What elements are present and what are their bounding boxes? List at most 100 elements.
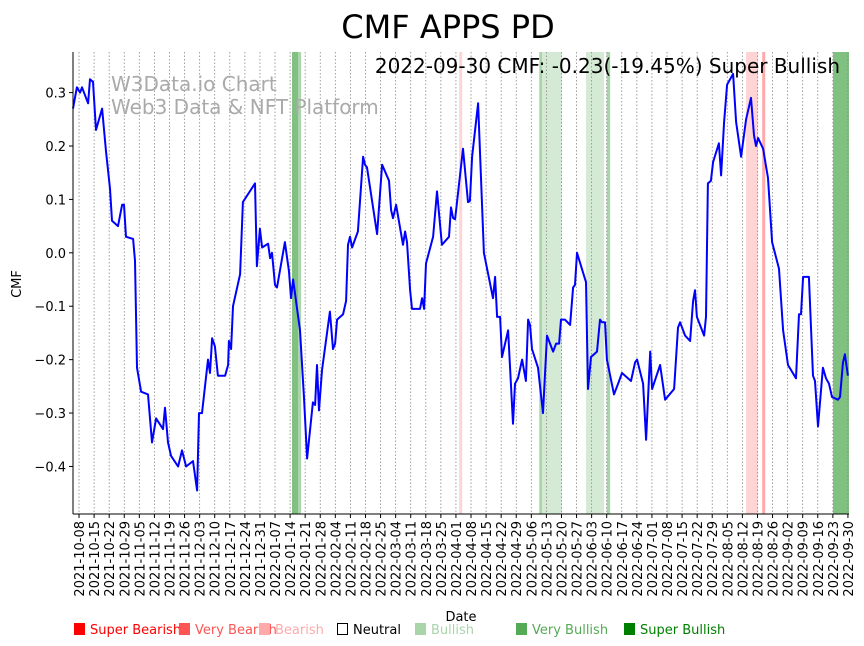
- x-tick-label: 2022-05-06: [525, 521, 540, 597]
- x-tick-label: 2021-12-31: [254, 521, 269, 597]
- legend-label: Bearish: [275, 623, 324, 638]
- legend-label: Super Bearish: [90, 623, 181, 638]
- x-tick-label: 2022-06-03: [586, 521, 601, 597]
- legend-item-bearish: Bearish: [259, 623, 324, 638]
- x-axis-label: Date: [445, 610, 476, 625]
- signal-band-bullish: [542, 52, 562, 514]
- y-tick-label: 0.0: [45, 247, 66, 262]
- x-tick-label: 2022-08-26: [767, 521, 782, 597]
- signal-band-bearish: [746, 52, 759, 514]
- x-tick-label: 2021-12-10: [209, 521, 224, 597]
- legend-swatch: [74, 623, 85, 635]
- signal-band-super-bullish: [292, 52, 299, 514]
- x-tick-label: 2022-07-15: [676, 521, 691, 597]
- legend-swatch: [259, 623, 270, 635]
- x-tick-label: 2022-04-08: [465, 521, 480, 597]
- cmf-line: [72, 72, 849, 492]
- x-tick-label: 2022-04-01: [450, 521, 465, 597]
- y-tick-label: −0.1: [34, 300, 66, 315]
- x-ticks: 2021-10-08 2021-10-15 2021-10-22 2021-10-29…: [73, 514, 857, 597]
- signal-band-very-bullish: [606, 52, 611, 514]
- x-tick-label: 2022-01-28: [314, 521, 329, 597]
- x-tick-label: 2022-06-17: [616, 521, 631, 597]
- signal-band-very-bullish: [539, 52, 543, 514]
- x-tick-label: 2022-02-18: [359, 521, 374, 597]
- x-tick-label: 2022-03-25: [435, 521, 450, 597]
- x-tick-label: 2022-01-21: [299, 521, 314, 597]
- x-tick-label: 2022-04-22: [495, 521, 510, 597]
- x-tick-label: 2022-07-08: [661, 521, 676, 597]
- legend-swatch: [624, 623, 635, 635]
- x-tick-label: 2022-08-19: [751, 521, 766, 597]
- y-axis-label: CMF: [10, 270, 25, 298]
- x-tick-label: 2021-10-08: [73, 521, 88, 597]
- watermark: W3Data.io Chart Web3 Data & NFT Platform: [111, 72, 379, 119]
- x-tick-label: 2022-09-09: [797, 521, 812, 597]
- x-tick-label: 2021-12-24: [239, 521, 254, 597]
- x-tick-label: 2022-02-04: [329, 521, 344, 597]
- x-tick-label: 2022-04-15: [480, 521, 495, 597]
- y-tick-label: 0.1: [45, 193, 66, 208]
- signal-band-bullish: [586, 52, 605, 514]
- x-tick-label: 2022-01-14: [284, 521, 299, 597]
- x-tick-label: 2021-11-05: [133, 521, 148, 597]
- chart-subtitle: 2022-09-30 CMF: -0.23(-19.45%) Super Bul…: [375, 54, 840, 78]
- x-tick-label: 2022-05-13: [540, 521, 555, 597]
- legend-item-bullish: Bullish: [415, 623, 474, 638]
- legend-swatch: [179, 623, 190, 635]
- legend-label: Neutral: [353, 623, 401, 638]
- x-tick-label: 2022-06-10: [601, 521, 616, 597]
- x-tick-label: 2022-03-04: [390, 521, 405, 597]
- grid-lines: [78, 52, 849, 514]
- x-tick-label: 2022-02-25: [375, 521, 390, 597]
- legend-label: Very Bullish: [532, 623, 608, 638]
- x-tick-label: 2021-11-12: [148, 521, 163, 597]
- legend-label: Very Bearish: [195, 623, 277, 638]
- x-tick-label: 2022-07-29: [706, 521, 721, 597]
- x-tick-label: 2022-08-05: [721, 521, 736, 597]
- legend-swatch: [415, 623, 426, 635]
- x-tick-label: 2021-10-29: [118, 521, 133, 597]
- x-tick-label: 2022-03-18: [420, 521, 435, 597]
- x-tick-label: 2022-04-29: [510, 521, 525, 597]
- axes: [72, 52, 849, 515]
- x-tick-label: 2021-12-03: [194, 521, 209, 597]
- x-tick-label: 2021-10-15: [88, 521, 103, 597]
- x-tick-label: 2021-12-17: [224, 521, 239, 597]
- x-tick-label: 2022-01-07: [269, 521, 284, 597]
- y-tick-label: −0.2: [34, 354, 66, 369]
- x-tick-label: 2022-07-22: [691, 521, 706, 597]
- legend-label: Bullish: [431, 623, 474, 638]
- watermark-line-2: Web3 Data & NFT Platform: [111, 95, 379, 119]
- legend-swatch: [337, 623, 348, 635]
- x-tick-label: 2022-07-01: [646, 521, 661, 597]
- x-tick-label: 2022-09-30: [842, 521, 857, 597]
- legend-item-super-bullish: Super Bullish: [624, 623, 725, 638]
- x-tick-label: 2022-02-11: [344, 521, 359, 597]
- signal-band-bearish: [459, 52, 463, 514]
- legend-item-very-bullish: Very Bullish: [516, 623, 608, 638]
- y-tick-label: 0.2: [45, 140, 66, 155]
- signal-band-very-bullish: [298, 52, 302, 514]
- chart-title: CMF APPS PD: [341, 8, 554, 46]
- x-tick-label: 2022-05-20: [555, 521, 570, 597]
- y-tick-label: 0.3: [45, 87, 66, 102]
- x-tick-label: 2022-08-12: [736, 521, 751, 597]
- legend-item-very-bearish: Very Bearish: [179, 623, 277, 638]
- y-ticks: 0.3 0.2 0.1 0.0 −0.1 −0.2 −0.3 −0.4: [34, 87, 73, 475]
- legend-item-neutral: Neutral: [337, 623, 401, 638]
- legend-swatch: [516, 623, 527, 635]
- x-tick-label: 2022-06-24: [631, 521, 646, 597]
- x-tick-label: 2022-05-27: [571, 521, 586, 597]
- x-tick-label: 2021-10-22: [103, 521, 118, 597]
- signal-band-very-bearish: [762, 52, 766, 514]
- x-tick-label: 2021-11-19: [163, 521, 178, 597]
- signal-band-super-bullish: [833, 52, 849, 514]
- y-tick-label: −0.3: [34, 407, 66, 422]
- x-tick-label: 2022-09-02: [782, 521, 797, 597]
- x-tick-label: 2022-09-23: [827, 521, 842, 597]
- x-tick-label: 2022-09-16: [812, 521, 827, 597]
- legend-label: Super Bullish: [640, 623, 725, 638]
